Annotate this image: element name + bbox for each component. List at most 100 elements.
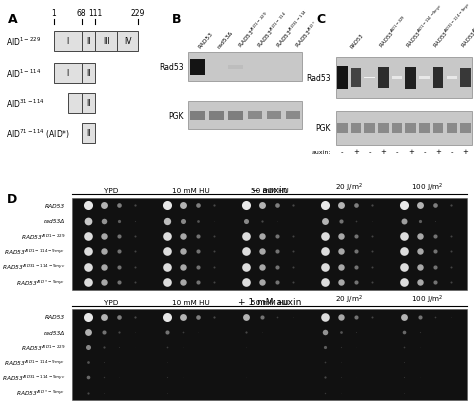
Point [368,264,376,271]
Text: AID$^{1-114}$: AID$^{1-114}$ [6,67,41,80]
Point [84,314,91,320]
Text: IV: IV [124,37,131,46]
Bar [266,112,281,120]
Point [321,279,328,286]
Point [321,374,328,381]
Point [431,314,439,320]
Bar [190,60,205,75]
Point [321,249,328,255]
Point [431,218,439,225]
Point [431,249,439,255]
Point [416,359,423,366]
Point [100,374,108,381]
Point [242,218,250,225]
Point [431,329,439,335]
Point [179,218,186,225]
Text: 50 mM HU: 50 mM HU [251,188,288,193]
Text: 50 mM HU: 50 mM HU [251,299,288,305]
Text: II: II [86,37,91,46]
Text: RAD53$^{AID 1-114}$: RAD53$^{AID 1-114}$ [255,10,291,50]
Text: RAD53$^{AID*-9myc}$: RAD53$^{AID*-9myc}$ [16,278,65,287]
Point [163,389,171,396]
Point [131,279,139,286]
Point [416,344,423,351]
Point [273,314,281,320]
Bar [188,53,302,82]
Text: + 1 mM auxin: + 1 mM auxin [238,297,301,306]
Text: RAD53$^{AID 1-114-9myc}$: RAD53$^{AID 1-114-9myc}$ [4,247,65,256]
Point [179,203,186,209]
Text: 111: 111 [88,9,102,18]
Point [321,329,328,335]
Point [353,233,360,240]
Point [321,233,328,240]
Point [337,359,345,366]
Text: PGK: PGK [315,124,331,133]
Bar [351,123,361,133]
Point [258,203,265,209]
Point [273,249,281,255]
Point [321,344,328,351]
Point [100,344,108,351]
Bar [460,123,471,133]
Point [290,264,297,271]
Text: rad53Δ: rad53Δ [44,219,65,224]
Point [273,279,281,286]
Point [163,344,171,351]
Text: RAD53$^{AID 1-229}$: RAD53$^{AID 1-229}$ [376,14,410,50]
Point [258,264,265,271]
Text: RAD53$^{AID 31-114-9myc}$: RAD53$^{AID 31-114-9myc}$ [431,0,474,50]
Point [179,374,186,381]
Point [116,329,123,335]
Point [337,389,345,396]
Text: AID$^{71-114}$ (AID*): AID$^{71-114}$ (AID*) [6,127,70,140]
Point [400,374,408,381]
Text: 68: 68 [77,9,86,18]
Point [400,218,408,225]
Text: auxin:: auxin: [311,150,331,154]
Point [131,314,139,320]
Text: III: III [103,37,109,46]
Point [416,329,423,335]
Point [431,279,439,286]
Text: I: I [66,69,69,78]
Point [290,279,297,286]
Text: rad53Δ: rad53Δ [217,31,234,50]
Point [400,359,408,366]
Point [131,249,139,255]
Point [447,203,455,209]
Point [116,359,123,366]
Text: RAD53: RAD53 [45,204,65,209]
Point [100,249,108,255]
Bar [336,58,473,98]
Point [273,233,281,240]
Point [273,218,281,225]
Point [400,389,408,396]
Bar [286,112,300,120]
Point [84,279,91,286]
Text: RAD53$^{AID*-9myc}$: RAD53$^{AID*-9myc}$ [16,388,65,397]
Point [447,264,455,271]
Point [353,314,360,320]
Point [84,203,91,209]
Point [100,233,108,240]
Point [431,233,439,240]
Text: +: + [408,149,414,155]
Point [84,329,91,335]
Text: Rad53: Rad53 [160,63,184,72]
Point [353,374,360,381]
Point [242,233,250,240]
Point [400,264,408,271]
Point [368,203,376,209]
Point [163,314,171,320]
Text: PGK: PGK [169,112,184,121]
Point [258,314,265,320]
Bar [54,63,82,83]
Point [242,344,250,351]
Point [416,264,423,271]
Point [242,374,250,381]
Point [179,279,186,286]
Bar [378,68,389,89]
Bar [188,102,302,130]
Text: Rad53: Rad53 [306,74,331,83]
